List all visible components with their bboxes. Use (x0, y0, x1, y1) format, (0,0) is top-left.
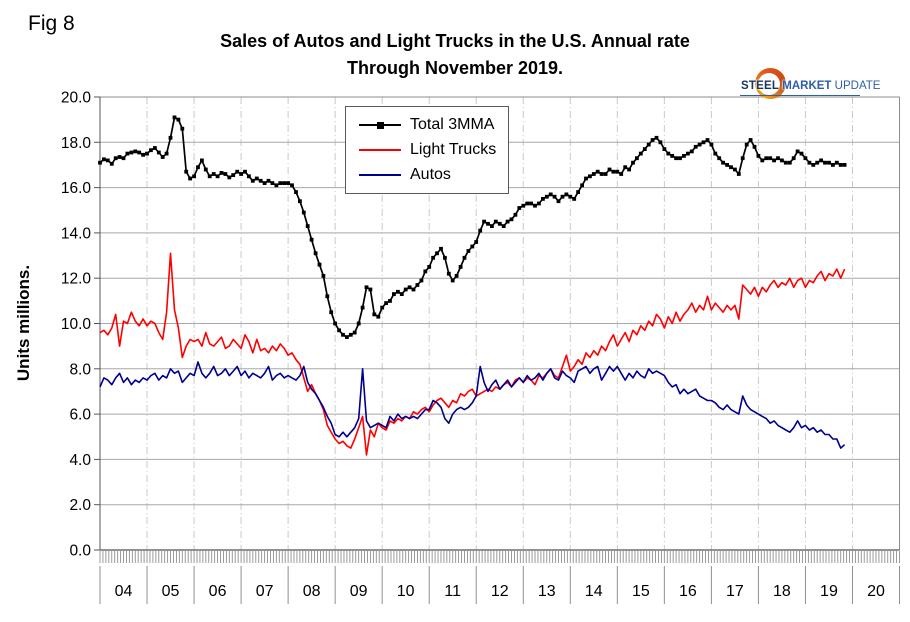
x-axis-year-label: 20 (867, 583, 885, 600)
x-axis-year-label: 14 (585, 583, 603, 600)
x-axis-year-label: 06 (209, 583, 227, 600)
legend-swatch-total-3mma-icon (359, 121, 401, 129)
horizontal-gridlines (100, 141, 900, 506)
y-axis-tick-label: 2.0 (69, 497, 91, 514)
series-autos-line (99, 361, 846, 449)
y-axis-title: Units millions. (14, 264, 33, 382)
legend-swatch-autos-icon (359, 174, 401, 177)
y-axis-tick-label: 20.0 (61, 90, 92, 107)
logo-swoosh-icon (755, 68, 786, 99)
y-axis-tick-label: 4.0 (69, 452, 91, 469)
chart-title-line2: Through November 2019. (346, 58, 564, 78)
logo-text: STEEL MARKET UPDATE (741, 80, 880, 92)
chart-legend: Total 3MMA Light Trucks Autos (345, 106, 509, 194)
legend-label-light-trucks: Light Trucks (410, 140, 497, 158)
series-light-trucks (99, 252, 846, 456)
x-axis-minor-ticks (99, 551, 900, 563)
y-axis-tick-label: 8.0 (69, 361, 91, 378)
legend-label-autos: Autos (410, 166, 451, 184)
x-axis-year-label: 04 (115, 583, 133, 600)
y-axis-tick-label: 6.0 (69, 407, 91, 424)
legend-item-autos: Autos (359, 166, 504, 184)
x-axis-year-label: 17 (726, 583, 744, 600)
x-axis-year-label: 05 (162, 583, 180, 600)
x-axis-year-label: 10 (397, 583, 415, 600)
chart-title-line1: Sales of Autos and Light Trucks in the U… (220, 31, 690, 51)
y-axis-tick-label: 10.0 (61, 316, 92, 333)
legend-label-total-3mma: Total 3MMA (410, 115, 495, 133)
x-axis-year-label: 15 (632, 583, 650, 600)
x-axis-year-cells: 04 05 06 07 08 09 10 11 12 13 14 15 16 17 18 19 20 (99, 566, 900, 604)
y-axis-tick-label: 16.0 (61, 180, 92, 197)
y-axis-tick-label: 0.0 (69, 543, 91, 560)
x-axis-year-label: 07 (256, 583, 274, 600)
x-axis-year-label: 16 (679, 583, 697, 600)
legend-item-light-trucks: Light Trucks (359, 141, 504, 159)
y-axis: 0.0 2.0 4.0 6.0 8.0 10.0 12.0 14.0 16.0 18.0 20.0 (61, 90, 100, 560)
legend-swatch-light-trucks-icon (359, 148, 401, 151)
y-axis-tick-label: 12.0 (61, 271, 92, 288)
logo-swoosh-inner (758, 73, 780, 95)
logo-underline (740, 95, 860, 96)
x-axis-year-label: 08 (303, 583, 321, 600)
y-axis-tick-label: 14.0 (61, 225, 92, 242)
x-axis-year-label: 09 (350, 583, 368, 600)
steel-market-update-logo: STEEL MARKET UPDATE (740, 68, 880, 104)
logo-word-market: MARKET (782, 80, 832, 92)
legend-item-total-3mma: Total 3MMA (359, 116, 504, 134)
chart-title: Sales of Autos and Light Trucks in the U… (0, 28, 910, 82)
x-axis-year-label: 13 (538, 583, 556, 600)
x-axis-year-label: 11 (444, 583, 461, 600)
series-total-3mma (98, 115, 847, 339)
series-total-3mma-markers (98, 115, 847, 339)
x-axis-year-label: 18 (773, 583, 791, 600)
series-autos (99, 361, 846, 449)
figure-number: Fig 8 (28, 12, 75, 35)
logo-word-steel: STEEL (741, 80, 780, 92)
x-axis-year-label: 12 (491, 583, 509, 600)
series-light-trucks-line (99, 252, 846, 456)
y-axis-tick-label: 18.0 (61, 135, 92, 152)
logo-word-update: UPDATE (834, 80, 881, 92)
x-axis-year-label: 19 (820, 583, 838, 600)
